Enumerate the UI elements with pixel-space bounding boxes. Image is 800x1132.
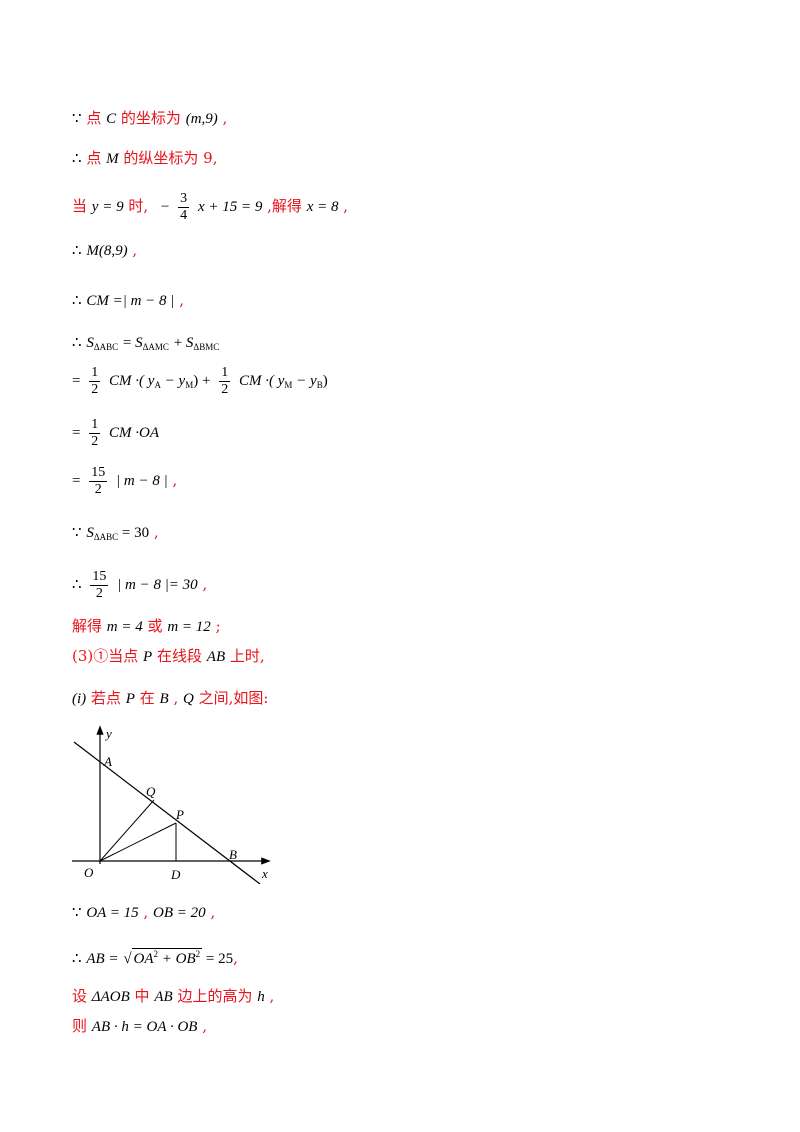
line-ab	[73, 741, 261, 884]
line-13: (3)①当点 P 在线段 AB 上时,	[72, 647, 265, 665]
line-1: ∵ 点 C 的坐标为 (m,9) ,	[72, 109, 228, 127]
fraction: 15 2	[90, 568, 109, 601]
label-x: x	[261, 866, 268, 881]
line-12: 解得 m = 4 或 m = 12 ;	[72, 617, 221, 635]
segment-oq	[99, 799, 155, 862]
label-y: y	[104, 726, 112, 741]
line-11: ∴ 15 2 | m − 8 |= 30 ,	[72, 568, 208, 601]
label-q: Q	[146, 784, 156, 799]
line-2: ∴ 点 M 的纵坐标为 9,	[72, 149, 218, 167]
line-18: 则 AB · h = OA · OB ,	[72, 1017, 208, 1035]
line-4: ∴ M(8,9) ,	[72, 241, 138, 259]
line-14: (i) 若点 P 在 B , Q 之间,如图:	[72, 689, 269, 707]
geometry-figure: y x A Q P B O D	[72, 725, 271, 884]
line-16: ∴ AB = √ OA2 + OB2 = 25,	[72, 948, 238, 967]
sqrt-radicand: OA2 + OB2	[131, 948, 203, 967]
line-15: ∵ OA = 15 , OB = 20 ,	[72, 903, 216, 921]
label-a: A	[103, 754, 112, 769]
line-9: = 15 2 | m − 8 | ,	[72, 464, 178, 497]
label-p: P	[175, 807, 184, 822]
line-6: ∴ SΔABC = SΔAMC + SΔBMC	[72, 335, 220, 352]
label-o: O	[84, 865, 94, 880]
segment-op	[99, 822, 177, 862]
label-b: B	[229, 847, 237, 862]
line-10: ∵ SΔABC = 30 ,	[72, 523, 159, 542]
label-d: D	[170, 867, 181, 882]
fraction: 15 2	[89, 464, 108, 497]
line-17: 设 ΔAOB 中 AB 边上的高为 h ,	[72, 987, 275, 1005]
line-5: ∴ CM =| m − 8 | ,	[72, 291, 184, 309]
